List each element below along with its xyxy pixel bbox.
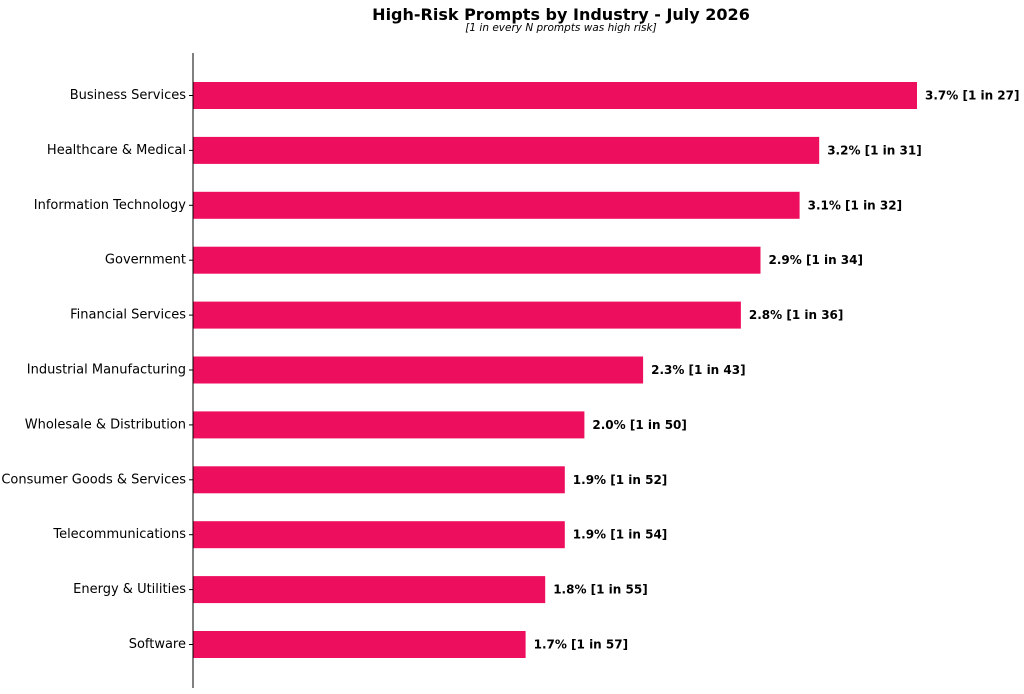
bar bbox=[193, 136, 820, 164]
bars-layer bbox=[193, 82, 917, 658]
category-tick-label: Information Technology bbox=[34, 198, 187, 213]
bar bbox=[193, 411, 585, 439]
bar bbox=[193, 82, 917, 109]
bar-value-label: 1.7% [1 in 57] bbox=[534, 638, 629, 652]
bar bbox=[193, 301, 741, 329]
labels-layer: Business Services 3.7% [1 in 27] Healthcar… bbox=[1, 88, 1019, 652]
chart-title: High-Risk Prompts by Industry - July 202… bbox=[372, 5, 750, 24]
category-tick-label: Financial Services bbox=[70, 308, 186, 323]
category-tick-label: Industrial Manufacturing bbox=[27, 363, 186, 378]
category-tick-label: Government bbox=[105, 253, 186, 268]
chart-subtitle: [1 in every N prompts was high risk] bbox=[465, 22, 656, 34]
bar bbox=[193, 191, 800, 219]
bar bbox=[193, 576, 546, 604]
category-tick-label: Business Services bbox=[70, 88, 187, 103]
category-tick-label: Energy & Utilities bbox=[73, 582, 186, 597]
bar-value-label: 2.3% [1 in 43] bbox=[651, 363, 746, 377]
bar bbox=[193, 521, 565, 549]
bar-value-label: 2.0% [1 in 50] bbox=[592, 418, 687, 432]
bar bbox=[193, 246, 761, 274]
bar bbox=[193, 631, 526, 658]
bar bbox=[193, 466, 565, 494]
bar-value-label: 2.8% [1 in 36] bbox=[749, 308, 844, 322]
category-tick-label: Consumer Goods & Services bbox=[1, 472, 186, 487]
bar-value-label: 1.8% [1 in 55] bbox=[553, 583, 648, 597]
bar-value-label: 1.9% [1 in 52] bbox=[573, 473, 668, 487]
bar bbox=[193, 356, 644, 384]
bar-value-label: 1.9% [1 in 54] bbox=[573, 528, 668, 542]
category-tick-label: Telecommunications bbox=[52, 527, 186, 542]
bar-value-label: 3.7% [1 in 27] bbox=[925, 89, 1020, 103]
bar-value-label: 3.2% [1 in 31] bbox=[827, 143, 922, 157]
category-tick-label: Healthcare & Medical bbox=[47, 143, 186, 158]
bar-value-label: 2.9% [1 in 34] bbox=[769, 253, 864, 267]
bar-value-label: 3.1% [1 in 32] bbox=[808, 198, 903, 212]
category-tick-label: Software bbox=[129, 637, 186, 652]
category-tick-label: Wholesale & Distribution bbox=[25, 417, 186, 432]
